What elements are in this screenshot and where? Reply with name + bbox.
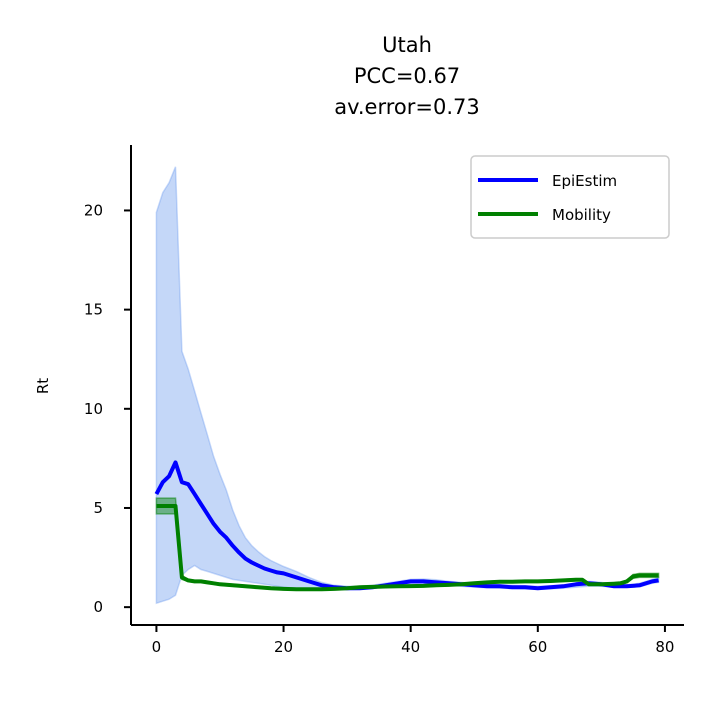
legend-label-mobility: Mobility bbox=[552, 206, 611, 224]
x-tick-label: 80 bbox=[655, 638, 674, 656]
legend: EpiEstim Mobility bbox=[470, 155, 670, 239]
y-tick-label: 5 bbox=[93, 499, 103, 517]
x-tick-label: 40 bbox=[401, 638, 420, 656]
legend-frame bbox=[470, 155, 670, 239]
y-tick-label: 0 bbox=[93, 598, 103, 616]
x-tick-label: 20 bbox=[274, 638, 293, 656]
chart-title: Utah PCC=0.67 av.error=0.73 bbox=[334, 33, 480, 119]
title-line-error: av.error=0.73 bbox=[334, 95, 480, 119]
series-line-mobility bbox=[156, 504, 659, 592]
y-axis-ticks: 0 5 10 15 20 bbox=[84, 201, 131, 616]
y-tick-label: 20 bbox=[84, 201, 103, 219]
x-tick-label: 0 bbox=[152, 638, 162, 656]
title-line-pcc: PCC=0.67 bbox=[354, 64, 460, 88]
y-axis-label: Rt bbox=[34, 378, 52, 394]
legend-label-epiestim: EpiEstim bbox=[552, 172, 617, 190]
y-tick-label: 15 bbox=[84, 301, 103, 319]
x-tick-label: 60 bbox=[528, 638, 547, 656]
plot-area bbox=[154, 166, 660, 605]
x-axis-ticks: 0 20 40 60 80 bbox=[152, 625, 674, 656]
title-line-state: Utah bbox=[382, 33, 432, 57]
y-tick-label: 10 bbox=[84, 400, 103, 418]
